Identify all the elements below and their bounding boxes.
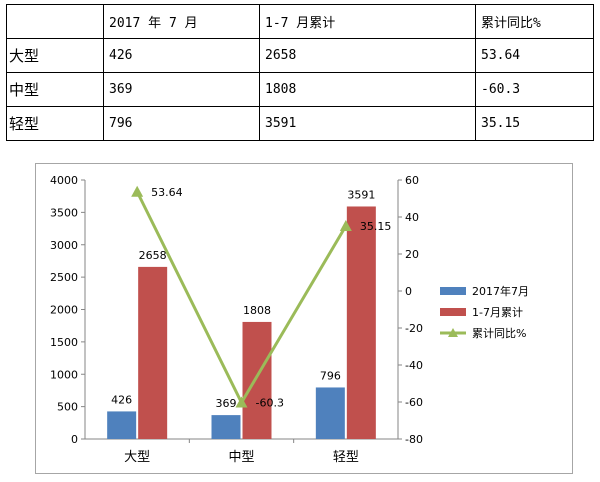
x-tick-label: 大型 — [124, 450, 150, 465]
data-label: 426 — [111, 393, 132, 406]
table-row: 轻型 796 3591 35.15 — [6, 106, 594, 141]
y-right-tick-label: 0 — [405, 285, 412, 298]
data-label: 35.15 — [360, 220, 392, 233]
table-cell: 53.64 — [475, 38, 594, 73]
bar — [315, 387, 345, 439]
data-label: 2658 — [139, 249, 167, 262]
data-label: 369 — [216, 397, 237, 410]
y-left-tick-label: 0 — [71, 433, 78, 446]
table-cell: 2658 — [259, 38, 476, 73]
data-label: 53.64 — [151, 186, 183, 199]
y-right-tick-label: 60 — [405, 174, 419, 187]
y-left-tick-label: 1000 — [50, 368, 78, 381]
bar — [346, 206, 376, 439]
line-marker — [339, 219, 352, 231]
data-label: 3591 — [347, 188, 375, 201]
table-cell: 369 — [103, 72, 260, 107]
data-table: 2017 年 7 月 1-7 月累计 累计同比% 大型 426 2658 53.… — [6, 4, 594, 141]
y-left-tick-label: 3000 — [50, 239, 78, 252]
x-tick-label: 中型 — [228, 450, 254, 465]
table-cell: 35.15 — [475, 106, 594, 141]
y-right-tick-label: -80 — [405, 433, 423, 446]
table-cell: 426 — [103, 38, 260, 73]
y-right-tick-label: 40 — [405, 211, 419, 224]
y-left-tick-label: 2000 — [50, 304, 78, 317]
y-left-tick-label: 2500 — [50, 271, 78, 284]
table-row: 大型 426 2658 53.64 — [6, 38, 594, 73]
table-cell: 3591 — [259, 106, 476, 141]
table-row-label: 中型 — [6, 72, 104, 107]
x-tick-label: 轻型 — [333, 450, 359, 465]
legend-swatch — [440, 287, 466, 295]
chart-frame: 0 500 1000 1500 2000 2500 3000 3500 4000 -80 -60 -4… — [35, 163, 573, 474]
line-marker — [235, 396, 248, 408]
table-header-row: 2017 年 7 月 1-7 月累计 累计同比% — [6, 4, 594, 39]
data-label: -60.3 — [256, 397, 284, 410]
y-right-tick-label: -60 — [405, 396, 423, 409]
legend-swatch — [440, 308, 466, 316]
table-row-label: 轻型 — [6, 106, 104, 141]
legend-marker — [448, 328, 458, 337]
y-left-tick-label: 3500 — [50, 206, 78, 219]
legend-label: 累计同比% — [472, 327, 526, 340]
table-cell: 1808 — [259, 72, 476, 107]
bar — [138, 266, 168, 439]
legend-label: 1-7月累计 — [472, 306, 523, 319]
table-row-label: 大型 — [6, 38, 104, 73]
bar — [242, 321, 272, 439]
combo-chart: 0 500 1000 1500 2000 2500 3000 3500 4000 -80 -60 -4… — [50, 174, 529, 465]
table-header-cell: 2017 年 7 月 — [103, 4, 260, 39]
data-label: 1808 — [243, 304, 271, 317]
y-right-tick-label: -20 — [405, 322, 423, 335]
y-left-tick-label: 4000 — [50, 174, 78, 187]
table-cell: -60.3 — [475, 72, 594, 107]
table-header-cell: 1-7 月累计 — [259, 4, 476, 39]
line-series — [135, 191, 348, 406]
y-left-tick-label: 500 — [57, 401, 78, 414]
bar — [211, 415, 241, 439]
y-right-tick-label: 20 — [405, 248, 419, 261]
y-left-tick-label: 1500 — [50, 336, 78, 349]
data-label: 796 — [320, 369, 341, 382]
legend-label: 2017年7月 — [472, 284, 529, 298]
table-row: 中型 369 1808 -60.3 — [6, 72, 594, 107]
line-marker — [131, 185, 144, 197]
table-header-cell — [6, 4, 104, 39]
table-cell: 796 — [103, 106, 260, 141]
bar — [107, 411, 137, 439]
y-right-tick-label: -40 — [405, 359, 423, 372]
table-header-cell: 累计同比% — [475, 4, 594, 39]
